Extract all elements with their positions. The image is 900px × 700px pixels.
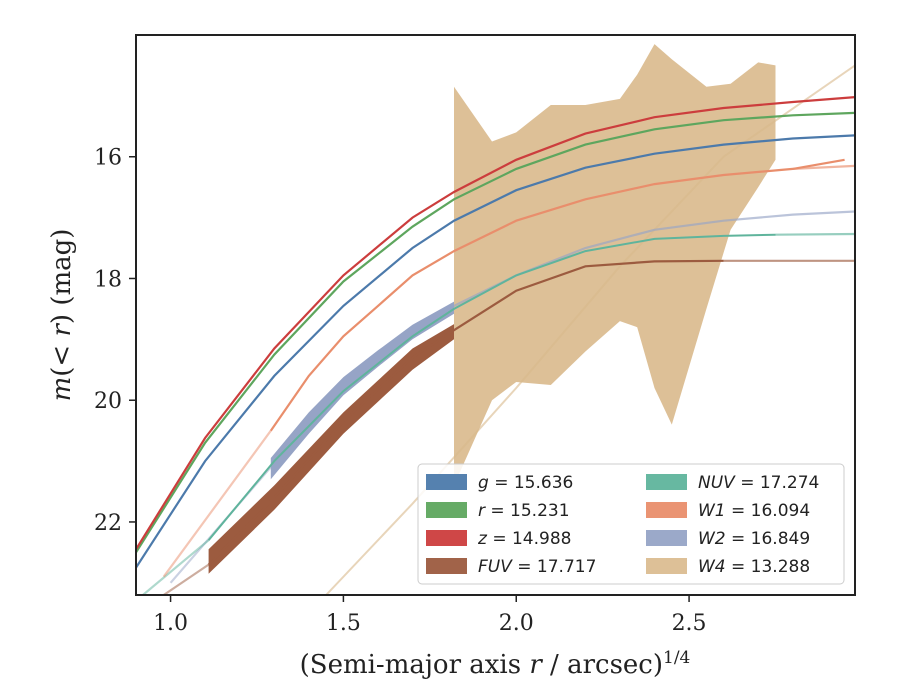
legend-swatch-FUV: [426, 558, 467, 574]
plot-frame: [135, 34, 856, 596]
series-FUV-line: [207, 259, 724, 566]
x-tick-label: 1.5: [326, 611, 361, 636]
series-NUV-tail: [775, 232, 855, 236]
legend: g = 15.636 r = 15.231 z = 14.988 FUV = 17.7…: [417, 463, 845, 585]
legend-label-NUV: NUV = 17.274: [698, 473, 819, 493]
y-axis-label: m(< r) (mag): [47, 229, 77, 402]
series-W1-line: [269, 158, 845, 432]
y-tick-label: 22: [94, 511, 122, 536]
x-axis-label: (Semi-major axis r / arcsec)1/4: [300, 648, 691, 680]
legend-swatch-W2: [646, 530, 687, 546]
legend-label-W1: W1 = 16.094: [698, 501, 810, 521]
series-W1-extrapolation: [162, 430, 272, 578]
series-z-line: [136, 96, 855, 550]
legend-label-z: z = 14.988: [477, 529, 571, 549]
legend-label-r: r = 15.231: [478, 501, 570, 521]
legend-swatch-r: [426, 502, 467, 518]
legend-swatch-g: [426, 474, 467, 490]
legend-frame: [417, 463, 845, 585]
plot-area: [136, 44, 855, 595]
y-tick-label: 16: [94, 146, 122, 171]
series-FUV-band: [208, 324, 454, 574]
series-g-line: [136, 134, 855, 569]
legend-swatch-W1: [646, 502, 687, 518]
legend-label-FUV: FUV = 17.717: [478, 557, 596, 577]
legend-swatch-W4: [646, 558, 687, 574]
series-W1-tail: [792, 164, 855, 170]
series-r-line: [136, 111, 855, 553]
legend-swatch-z: [426, 530, 467, 546]
series-W2-line: [270, 305, 455, 468]
series-NUV-extrapolation: [142, 539, 210, 595]
series-W4-line: [325, 64, 855, 595]
axis-ticks: 1.0 1.5 2.0 2.5 16 18 20 22: [94, 146, 707, 636]
legend-swatch-NUV: [646, 474, 687, 490]
legend-label-W2: W2 = 16.849: [698, 529, 810, 549]
series-W2-band: [270, 301, 454, 480]
series-NUV-line: [207, 233, 776, 541]
y-tick-label: 20: [94, 389, 122, 414]
x-tick-label: 1.0: [153, 611, 188, 636]
y-tick-label: 18: [94, 267, 122, 292]
legend-label-g: g = 15.636: [478, 473, 573, 493]
x-tick-label: 2.0: [499, 611, 534, 636]
series-FUV-extrapolation: [163, 563, 210, 595]
legend-label-W4: W4 = 13.288: [698, 557, 810, 577]
x-tick-label: 2.5: [672, 611, 707, 636]
